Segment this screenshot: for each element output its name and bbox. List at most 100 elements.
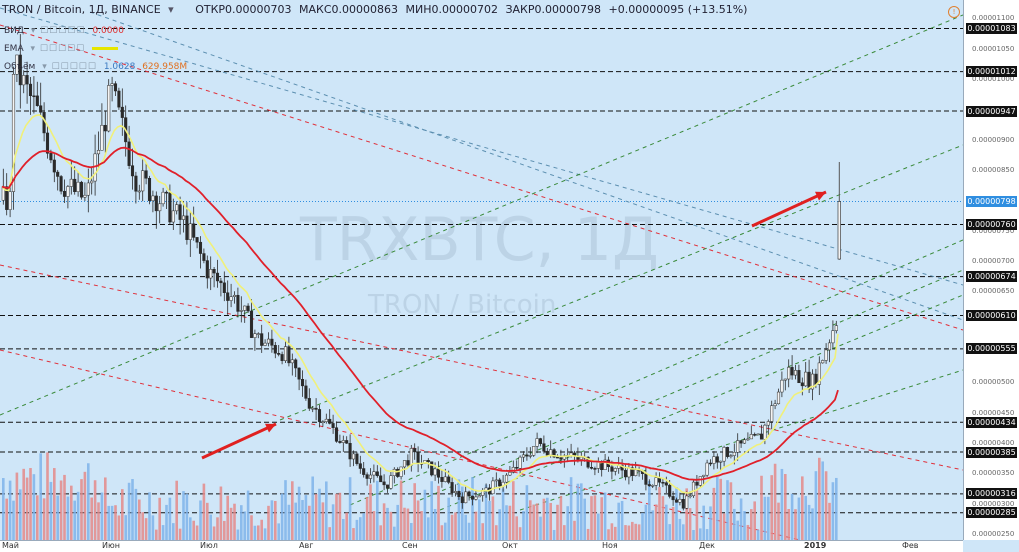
volume-bar [600, 497, 603, 540]
candle-body [22, 75, 26, 86]
time-label: Май [2, 541, 20, 550]
candle-body [691, 481, 696, 497]
time-label: Ноя [602, 541, 618, 550]
indicator-row-volume[interactable]: Объём ▾ ☐☐☐☐☐ 1.0628 629.958M [4, 62, 187, 72]
volume-bar [444, 522, 447, 540]
symbol-title[interactable]: TRON / Bitcoin, 1Д, BINANCE [2, 3, 161, 16]
candle-body [409, 448, 413, 466]
candle-body [311, 407, 315, 410]
volume-bar [410, 523, 413, 540]
candle-body [345, 440, 349, 444]
price-tick: 0.00000500 [972, 378, 1015, 387]
candle-body [433, 468, 437, 476]
arrow-top [751, 190, 827, 228]
candle-body [382, 481, 386, 486]
candle-body [651, 485, 655, 487]
volume-bar [216, 517, 219, 540]
volume-bar [563, 525, 566, 540]
candle-body [392, 468, 396, 476]
volume-bar [8, 480, 12, 540]
candle-body [192, 223, 196, 238]
volume-bar [253, 525, 257, 540]
ema-slow-line [1, 146, 839, 481]
volume-bar [161, 525, 165, 540]
volume-bar [49, 481, 53, 540]
candle-body [790, 367, 794, 376]
candle-body [508, 471, 512, 476]
price-tick: 0.00001050 [972, 44, 1015, 53]
chart-svg[interactable] [0, 0, 963, 540]
candle-body [307, 398, 311, 409]
volume-bar [229, 507, 233, 540]
arrow-bottom-head [265, 423, 276, 433]
volume-bar [525, 485, 529, 540]
candle-body [831, 330, 835, 344]
candle-body [355, 453, 359, 464]
indicator-row-ema[interactable]: EMA ▾ ☐☐☐☐☐ [4, 44, 119, 54]
volume-bar [151, 515, 155, 540]
volume-bar [573, 520, 576, 540]
time-label: Сен [402, 541, 418, 550]
candle-body [168, 192, 172, 223]
volume-bar [801, 476, 804, 540]
dropdown-icon[interactable]: ▾ [168, 3, 174, 16]
candle-body [593, 468, 597, 470]
volume-bar [586, 528, 590, 540]
candle-body [379, 475, 383, 483]
volume-bar [59, 480, 63, 540]
candle-body [705, 462, 709, 476]
price-tick: 0.00000650 [972, 287, 1015, 296]
volume-bar [382, 503, 386, 540]
candle-body [25, 75, 29, 85]
candle-body [103, 124, 107, 132]
volume-bar [784, 474, 787, 540]
indicator-controls-icon[interactable]: ▾ ☐☐☐☐☐ [30, 44, 86, 54]
candle-body [181, 215, 186, 220]
volume-bar [637, 524, 641, 540]
volume-bar [206, 502, 209, 540]
volume-bar [430, 481, 433, 540]
candle-body [266, 338, 271, 344]
volume-bar [682, 524, 685, 540]
candle-body [76, 181, 80, 192]
candle-body [35, 95, 39, 106]
volume-bar [729, 482, 733, 540]
price-level-label: 0.00000285 [966, 507, 1017, 519]
volume-bar [372, 511, 376, 540]
candle-body [416, 451, 420, 464]
clock-icon[interactable]: ! [948, 6, 960, 18]
candle-body [158, 203, 162, 212]
indicator-row-bid[interactable]: БИД ▾ ☐☐☐☐☐ 0.0000 [4, 26, 124, 36]
arrow-bottom [201, 422, 277, 460]
volume-bar [308, 505, 311, 540]
volume-bar [675, 487, 678, 540]
candle-body [678, 499, 682, 503]
volume-bar [53, 468, 56, 540]
candle-body [300, 378, 305, 387]
volume-bar [294, 502, 297, 540]
candle-body [5, 186, 9, 210]
time-axis[interactable] [0, 540, 963, 552]
candle-body [90, 180, 94, 184]
candle-body [256, 333, 260, 335]
candle-body [147, 178, 152, 201]
volume-bar [148, 492, 151, 540]
low-label: МИН [405, 3, 432, 16]
green-channel-line [349, 239, 963, 506]
candle-body [151, 195, 155, 201]
candle-body [797, 370, 801, 384]
candle-body [297, 367, 301, 380]
ema-swatch [92, 47, 119, 50]
volume-bar [529, 500, 532, 540]
volume-bar [80, 479, 83, 540]
volume-bar [274, 500, 277, 540]
indicator-controls-icon[interactable]: ▾ ☐☐☐☐☐ [42, 62, 97, 72]
volume-bar [56, 495, 59, 540]
chart-plot-area[interactable]: TRXBTC, 1Д TRON / Bitcoin TRON / Bitcoin… [0, 0, 963, 540]
volume-bar [155, 529, 158, 540]
indicator-controls-icon[interactable]: ▾ ☐☐☐☐☐ [30, 26, 86, 36]
volume-bar [522, 510, 525, 540]
volume-bar [331, 504, 335, 540]
candle-body [634, 469, 638, 476]
volume-bar [97, 502, 100, 540]
